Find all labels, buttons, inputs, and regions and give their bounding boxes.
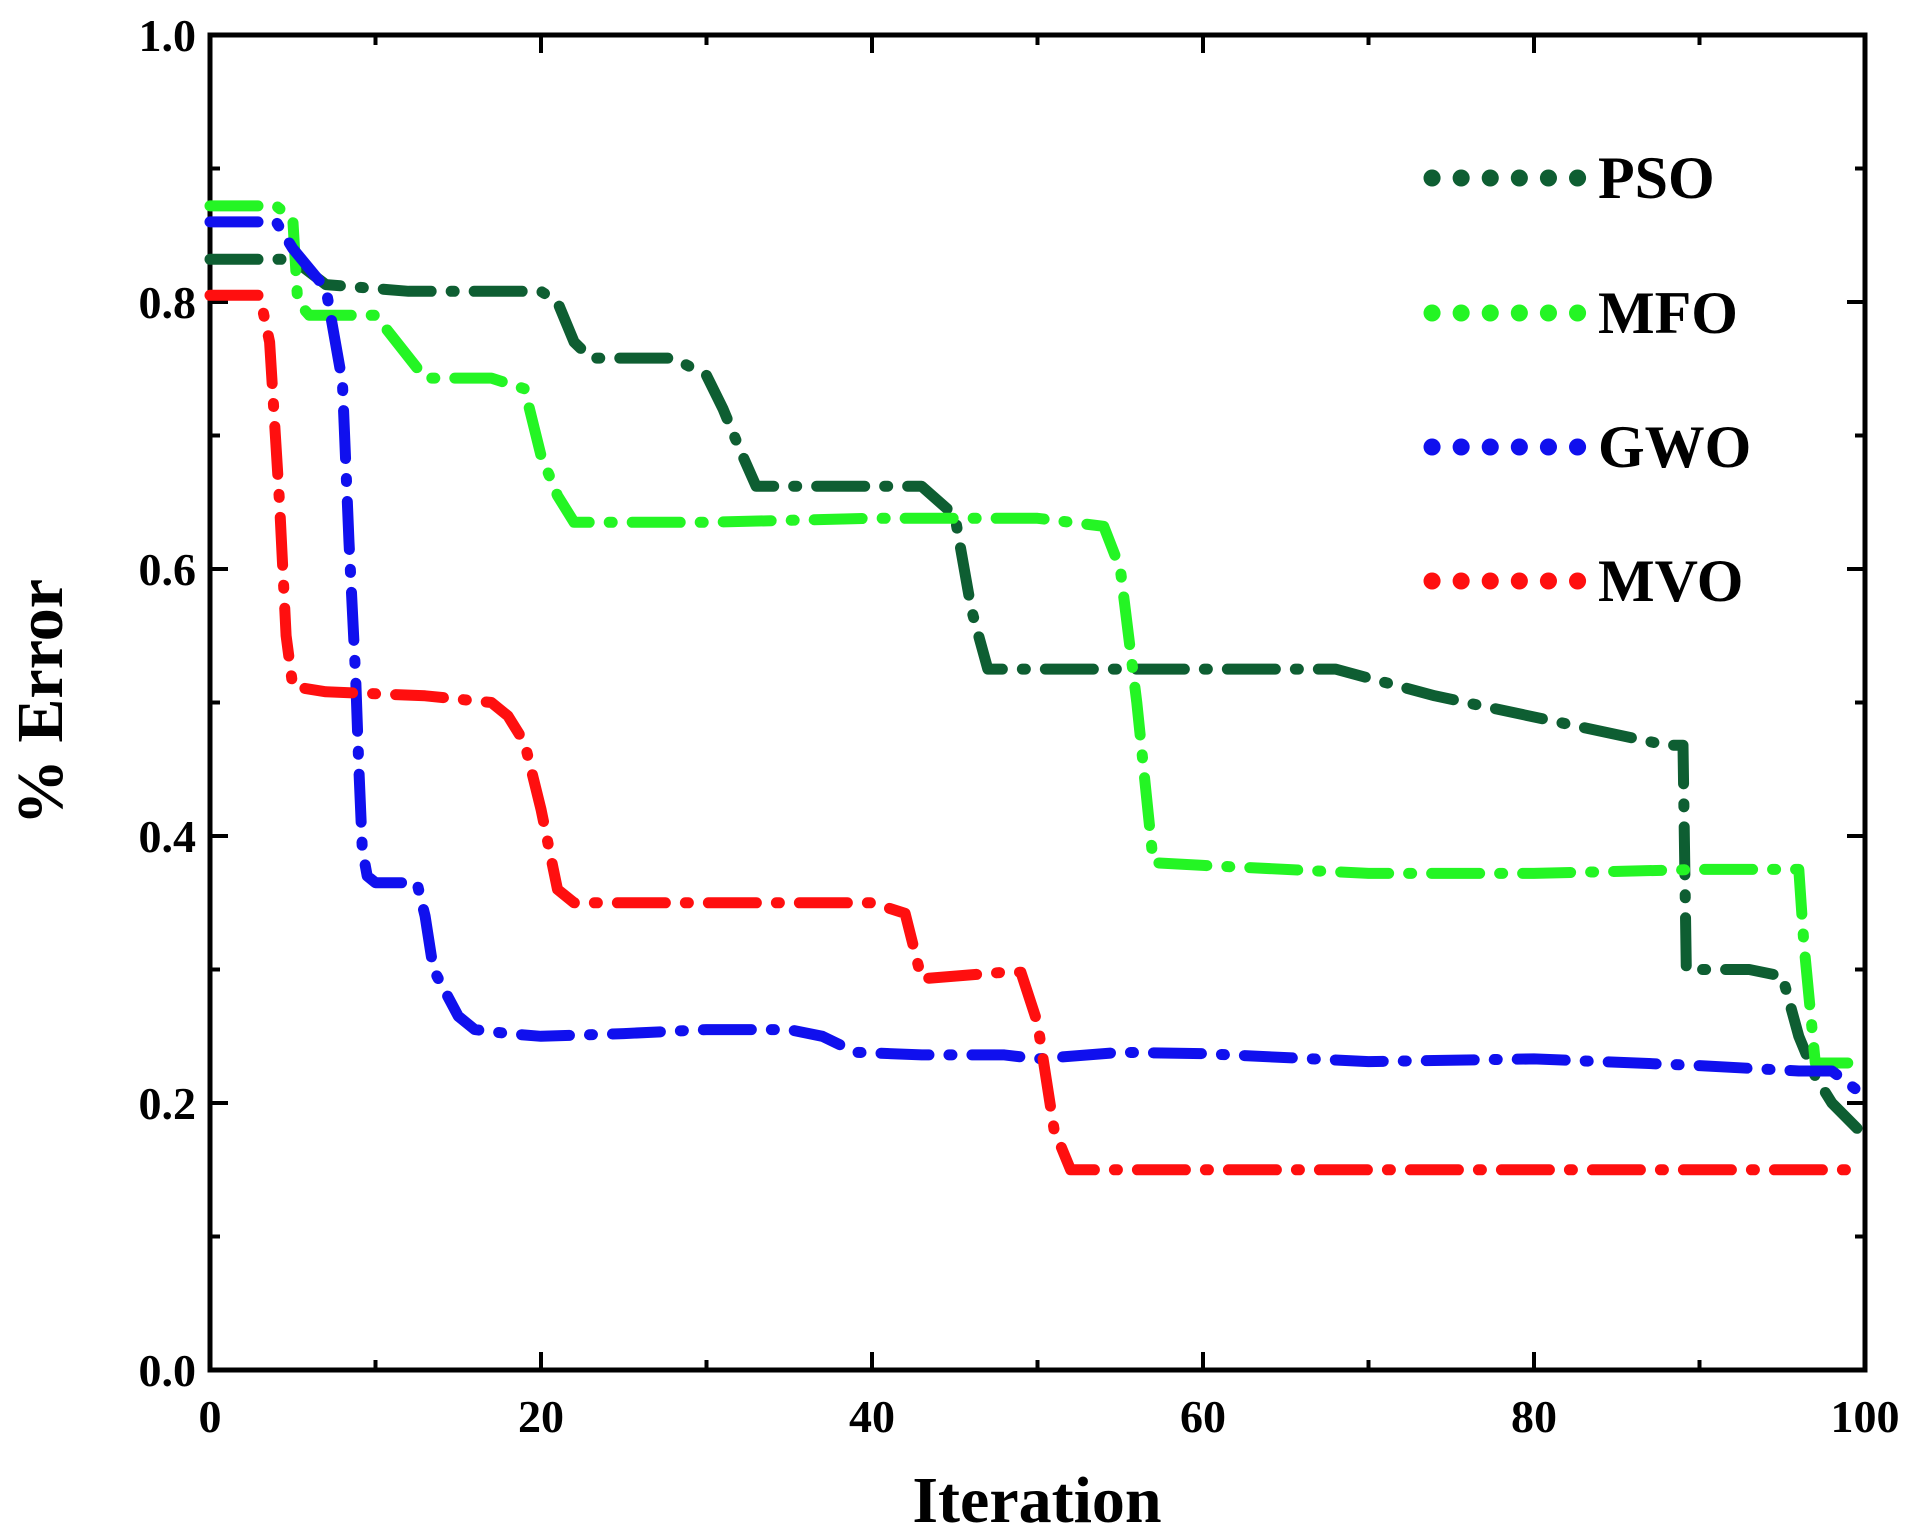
y-tick-label: 0.4 [139,811,197,862]
x-tick-label: 40 [849,1391,895,1442]
x-tick-label: 60 [1180,1391,1226,1442]
series-line-pso [204,253,1871,1142]
x-tick-label: 20 [518,1391,564,1442]
y-tick-label: 0.2 [139,1078,197,1129]
series-layer [204,200,1871,1176]
legend: PSO MFO GWO MVO [1423,145,1751,614]
legend-label-pso: PSO [1598,145,1715,211]
x-axis-title: Iteration [912,1464,1161,1535]
y-axis-title: % Error [4,579,77,825]
legend-label-mvo: MVO [1598,548,1743,614]
series-line-mfo [204,200,1871,1069]
series-line-mvo [204,289,1871,1176]
x-tick-label: 80 [1511,1391,1557,1442]
x-axis-ticks: 0 20 40 60 80 100 [199,35,1900,1442]
x-tick-label: 100 [1831,1391,1900,1442]
y-axis-ticks: 0.0 0.2 0.4 0.6 0.8 1.0 [139,10,1865,1396]
y-tick-label: 1.0 [139,10,197,61]
legend-label-gwo: GWO [1598,414,1751,480]
y-tick-label: 0.6 [139,544,197,595]
y-tick-label: 0.8 [139,277,197,328]
y-tick-label: 0.0 [139,1345,197,1396]
x-tick-label: 0 [199,1391,222,1442]
legend-label-mfo: MFO [1598,280,1738,346]
series-line-gwo [204,216,1871,1102]
